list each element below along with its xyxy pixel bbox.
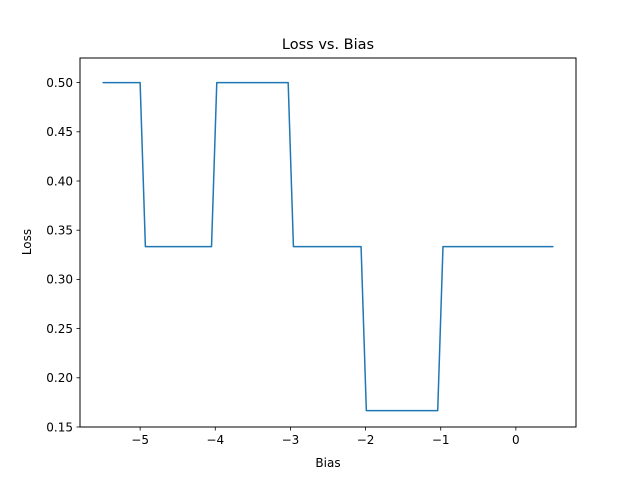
y-axis: 0.15 0.20 0.25 0.30 0.35 0.40 0.45 0.50 (46, 76, 80, 434)
plot-area (102, 81, 554, 412)
y-axis-label: Loss (20, 229, 34, 255)
x-tick-label: −4 (206, 433, 224, 447)
series-line-0 (102, 81, 554, 412)
y-tick-label: 0.30 (46, 273, 73, 287)
y-tick-label: 0.25 (46, 322, 73, 336)
y-tick-label: 0.50 (46, 76, 73, 90)
x-tick-label: −5 (131, 433, 149, 447)
x-tick-label: −3 (282, 433, 300, 447)
x-tick-label: −1 (432, 433, 450, 447)
y-tick-label: 0.20 (46, 371, 73, 385)
y-tick-label: 0.15 (46, 420, 73, 434)
y-tick-label: 0.45 (46, 125, 73, 139)
x-tick-label: −2 (357, 433, 375, 447)
x-tick-label: 0 (512, 433, 520, 447)
y-tick-label: 0.40 (46, 174, 73, 188)
x-axis: −5 −4 −3 −2 −1 0 (131, 427, 520, 447)
axes-frame (79, 57, 577, 428)
x-axis-label: Bias (315, 456, 340, 470)
y-tick-label: 0.35 (46, 224, 73, 238)
chart-title: Loss vs. Bias (282, 37, 374, 53)
